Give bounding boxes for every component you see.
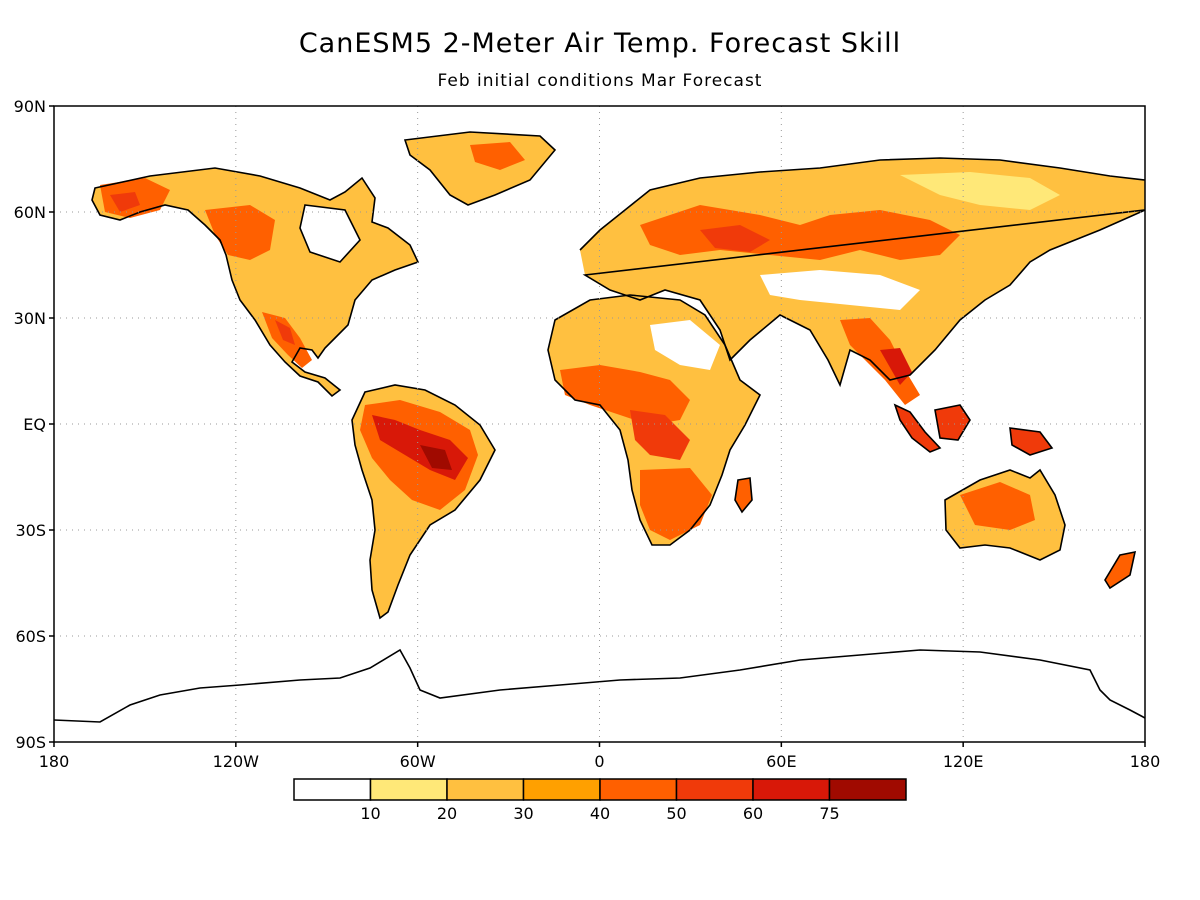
coast-borneo xyxy=(934,404,971,441)
coast-new-guinea xyxy=(1009,427,1054,456)
colorbar-label: 50 xyxy=(666,804,686,823)
coast-sumatra xyxy=(893,403,942,453)
map-subtitle: Feb initial conditions Mar Forecast xyxy=(437,71,763,91)
coast-north-america xyxy=(91,167,420,398)
borneo-hot xyxy=(935,405,970,440)
lat-tick-label: 60S xyxy=(15,627,46,646)
sahara-low xyxy=(650,320,720,370)
lat-tick-label: 30S xyxy=(15,521,46,540)
gridlines xyxy=(54,106,1145,742)
new-guinea-hot xyxy=(1010,428,1052,455)
colorbar: 10 20 30 40 50 60 75 xyxy=(293,778,907,823)
colorbar-label: 10 xyxy=(360,804,380,823)
coast-hudson-bay xyxy=(299,204,361,263)
lat-tick-label: 60N xyxy=(14,203,46,222)
coast-africa xyxy=(547,294,762,546)
greenland-field xyxy=(405,132,555,205)
coast-new-zealand xyxy=(1104,550,1137,590)
mexico-core xyxy=(275,320,295,345)
hudson-low xyxy=(300,205,360,262)
southern-africa-hot xyxy=(640,468,712,540)
coastlines xyxy=(54,131,1145,723)
coast-antarctica xyxy=(54,648,1145,723)
lon-tick-label: 60E xyxy=(766,752,796,771)
skill-fields xyxy=(92,132,1145,618)
lon-tick-label: 120E xyxy=(943,752,984,771)
colorbar-bin xyxy=(522,778,601,801)
alaska-core xyxy=(110,192,140,212)
madagascar-field xyxy=(735,478,752,512)
lon-tick-label: 60W xyxy=(400,752,436,771)
coast-madagascar xyxy=(734,477,753,514)
sahel-hot xyxy=(560,365,690,425)
lat-tick-label: 90N xyxy=(14,97,46,116)
lon-tick-label: 120W xyxy=(213,752,260,771)
russia-core xyxy=(700,225,770,252)
colorbar-bin xyxy=(828,778,907,801)
sumatra-hot xyxy=(895,405,940,452)
colorbar-bin xyxy=(752,778,831,801)
greenland-hot xyxy=(470,142,525,170)
lon-tick-label: 180 xyxy=(39,752,70,771)
new-zealand-field xyxy=(1105,552,1135,588)
coast-eurasia xyxy=(579,157,1145,388)
australia-hot xyxy=(960,482,1035,530)
siberia-pale xyxy=(900,172,1060,210)
colorbar-bin xyxy=(446,778,525,801)
map-title: CanESM5 2-Meter Air Temp. Forecast Skill xyxy=(298,28,902,59)
colorbar-bin xyxy=(599,778,678,801)
lon-tick-label: 180 xyxy=(1130,752,1161,771)
colorbar-bin xyxy=(369,778,448,801)
central-asia-low xyxy=(760,270,920,310)
coast-greenland xyxy=(403,131,557,206)
lat-tick-label: 30N xyxy=(14,309,46,328)
colorbar-label: 40 xyxy=(590,804,610,823)
coast-south-america xyxy=(351,384,496,620)
colorbar-bin xyxy=(293,778,372,801)
colorbar-label: 30 xyxy=(513,804,533,823)
colorbar-label: 60 xyxy=(743,804,763,823)
colorbar-label: 75 xyxy=(819,804,839,823)
coast-australia xyxy=(944,468,1066,561)
lat-tick-label: 90S xyxy=(15,733,46,752)
lat-tick-label: EQ xyxy=(23,415,46,434)
lon-tick-label: 0 xyxy=(594,752,604,771)
colorbar-bin xyxy=(675,778,754,801)
central-africa-core xyxy=(630,410,690,460)
amazon-darkest xyxy=(420,445,452,470)
colorbar-label: 20 xyxy=(437,804,457,823)
